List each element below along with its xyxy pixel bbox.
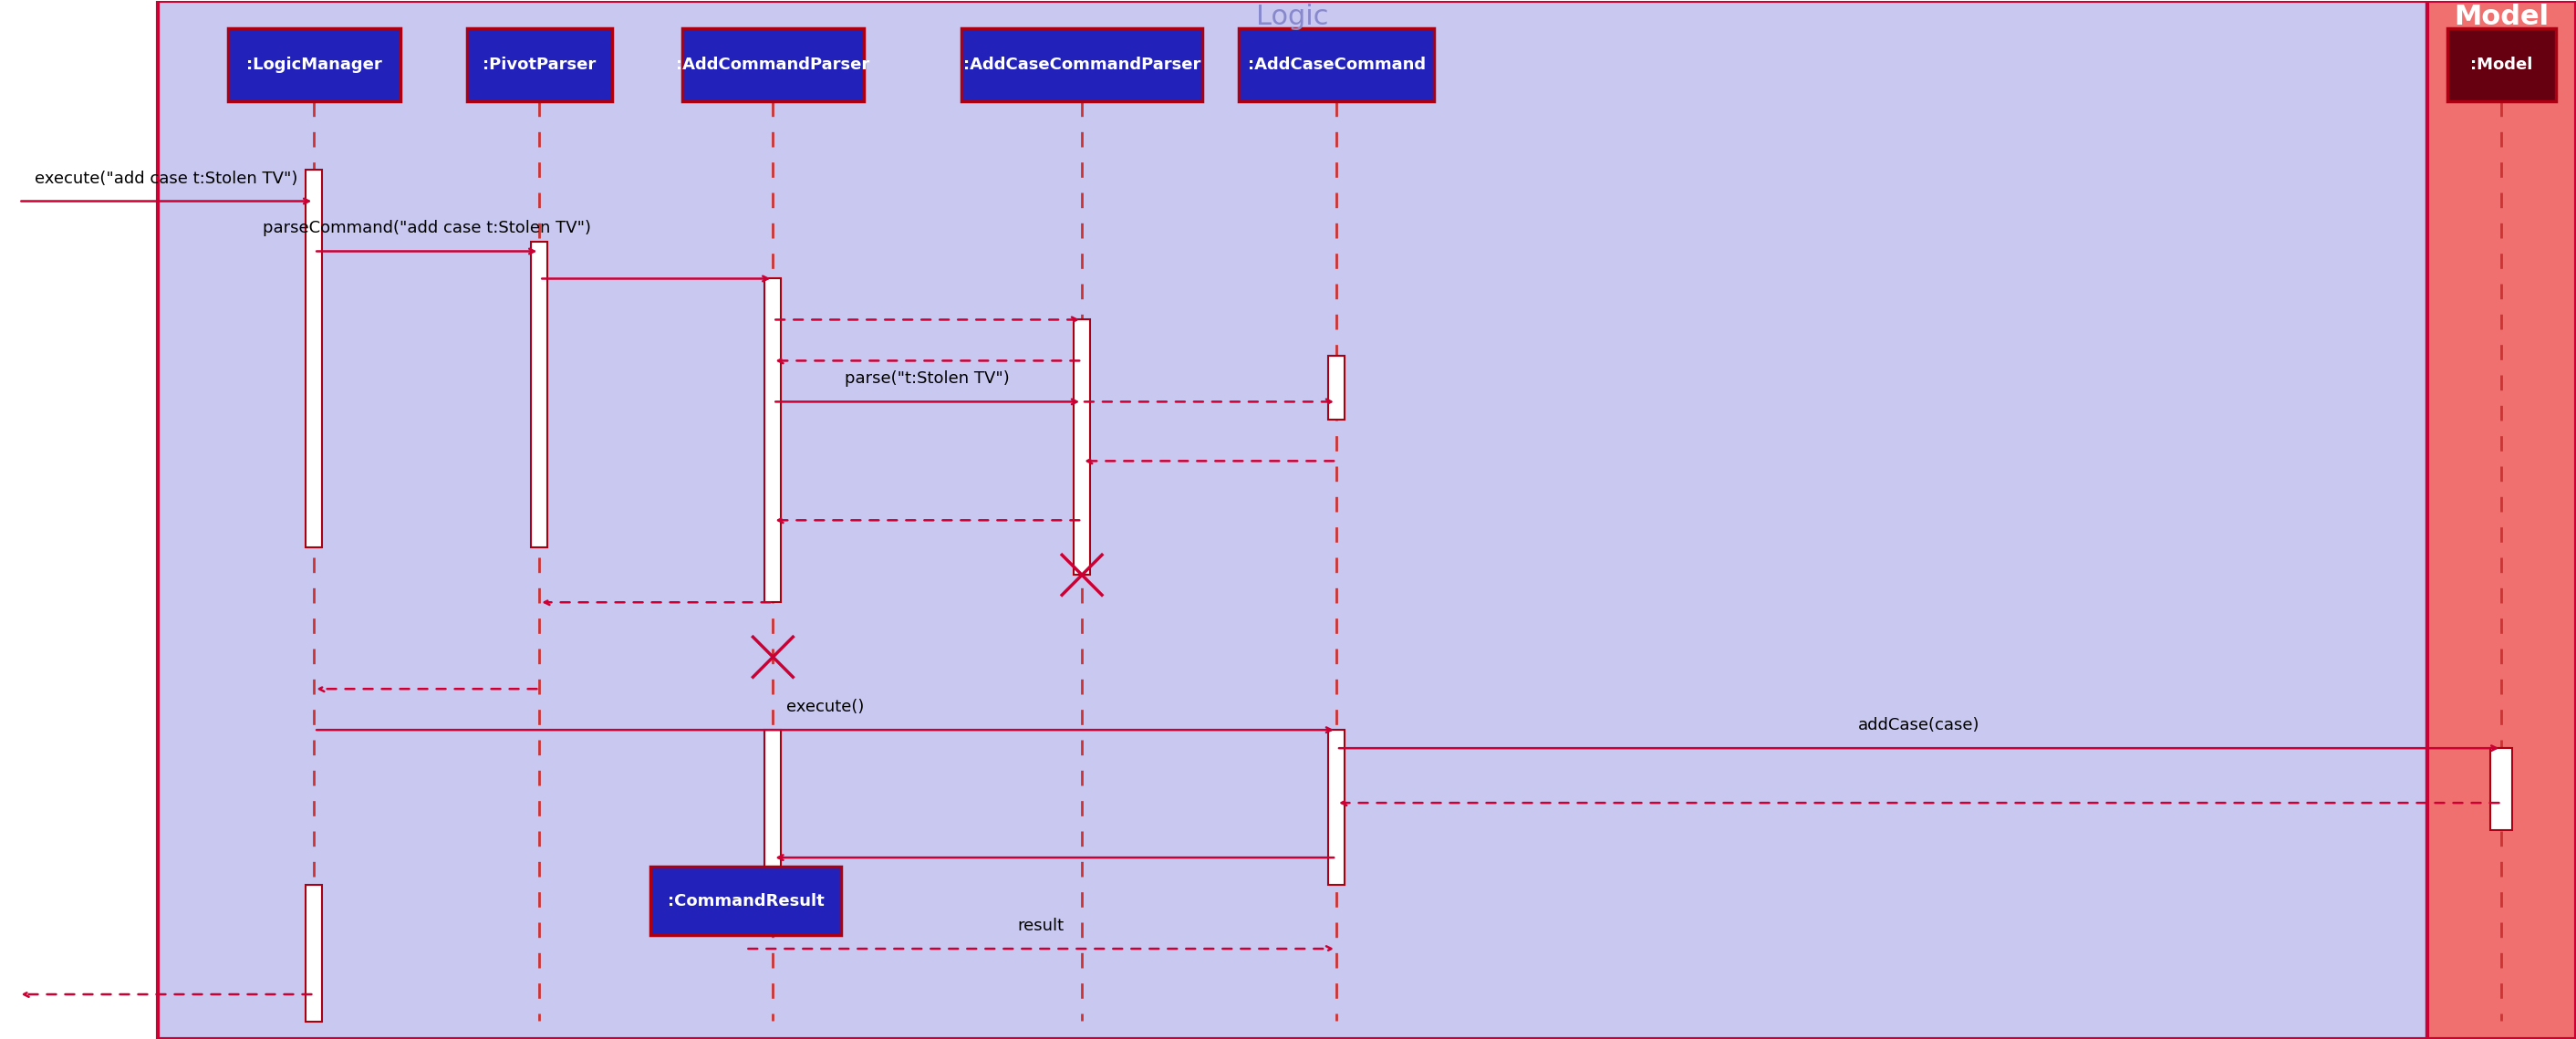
Bar [2491,748,2512,830]
Text: addCase(case): addCase(case) [1857,717,1981,734]
Bar [10,1,157,1039]
Text: parse("t:Stolen TV"): parse("t:Stolen TV") [845,371,1010,388]
Bar [307,169,322,548]
Text: Model: Model [2455,4,2550,30]
Bar [1239,28,1435,101]
Bar [1329,730,1345,885]
Bar [1074,320,1090,575]
Bar [307,885,322,1021]
Bar [2427,1,2576,1039]
Bar [765,730,781,885]
Bar [531,242,549,548]
Text: :LogicManager: :LogicManager [247,56,381,73]
Text: :CommandResult: :CommandResult [667,893,824,909]
Text: :AddCaseCommand: :AddCaseCommand [1247,56,1425,73]
Text: execute("add case t:Stolen TV"): execute("add case t:Stolen TV") [36,170,299,187]
Bar [2447,28,2555,101]
Text: :AddCaseCommandParser: :AddCaseCommandParser [963,56,1200,73]
Bar [961,28,1203,101]
Text: parseCommand("add case t:Stolen TV"): parseCommand("add case t:Stolen TV") [263,220,590,237]
Text: :Model: :Model [2470,56,2532,73]
Text: :AddCommandParser: :AddCommandParser [675,56,871,73]
Bar [683,28,863,101]
Bar [466,28,613,101]
Bar [649,867,842,935]
Bar [157,1,2427,1039]
Bar [765,278,781,603]
Text: :PivotParser: :PivotParser [482,56,595,73]
Text: execute(): execute() [786,699,863,715]
Bar [227,28,399,101]
Text: Logic: Logic [1257,4,1329,30]
Bar [2494,748,2509,803]
Bar [1329,356,1345,420]
Text: result: result [1018,917,1064,934]
